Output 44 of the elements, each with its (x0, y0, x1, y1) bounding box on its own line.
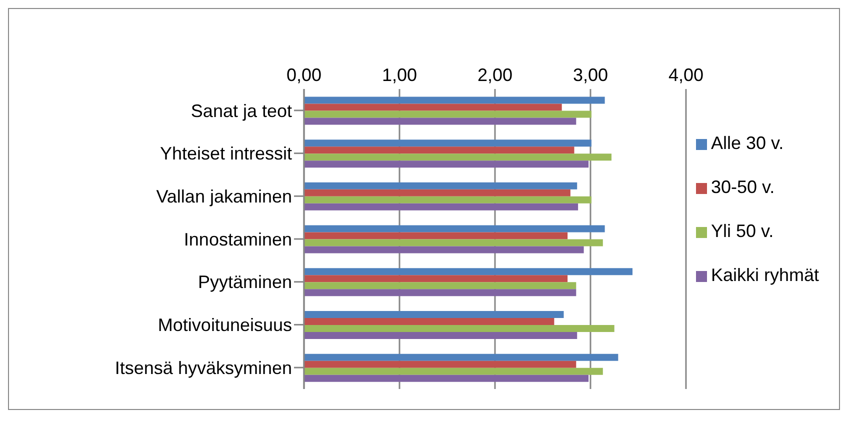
bar (304, 354, 618, 361)
bar (304, 374, 589, 382)
bar (304, 239, 603, 246)
bar (304, 118, 576, 125)
bar (304, 196, 592, 204)
bar (304, 318, 554, 325)
bar (304, 110, 592, 118)
bar (304, 104, 562, 111)
bar (304, 282, 576, 290)
bar (304, 146, 574, 154)
bar (304, 203, 578, 210)
x-tick-label: 1,00 (382, 65, 418, 85)
bar (304, 311, 564, 318)
bar (304, 140, 592, 147)
bar (304, 246, 584, 254)
legend-label: Kaikki ryhmät (710, 265, 819, 285)
y-tick-label: Pyytäminen (198, 272, 292, 292)
x-tick-label: 0,00 (286, 65, 322, 85)
bar (304, 275, 568, 282)
y-tick-label: Innostaminen (184, 229, 292, 250)
bar (304, 268, 632, 276)
bar (304, 325, 614, 332)
legend-label: Alle 30 v. (710, 133, 784, 153)
y-tick-label: Sanat ja teot (190, 100, 292, 121)
bar (304, 225, 605, 232)
bar (304, 360, 576, 368)
legend-label: 30-50 v. (710, 177, 775, 197)
bar (304, 289, 576, 296)
bar (304, 160, 589, 168)
bar (304, 189, 570, 196)
y-tick-label: Yhteiset intressit (160, 144, 292, 164)
y-tick-label: Itsensä hyväksyminen (114, 358, 292, 378)
x-tick-label: 2,00 (477, 65, 513, 85)
bar (304, 332, 578, 339)
bar (304, 182, 578, 190)
legend-label: Yli 50 v. (710, 221, 774, 241)
bar (304, 368, 603, 375)
y-tick-label: Motivoituneisuus (158, 315, 292, 336)
bar (304, 96, 605, 104)
bar (304, 154, 612, 161)
bar (304, 232, 568, 240)
x-tick-label: 3,00 (572, 65, 608, 85)
x-tick-label: 4,00 (668, 65, 704, 85)
y-tick-label: Vallan jakaminen (156, 186, 292, 207)
